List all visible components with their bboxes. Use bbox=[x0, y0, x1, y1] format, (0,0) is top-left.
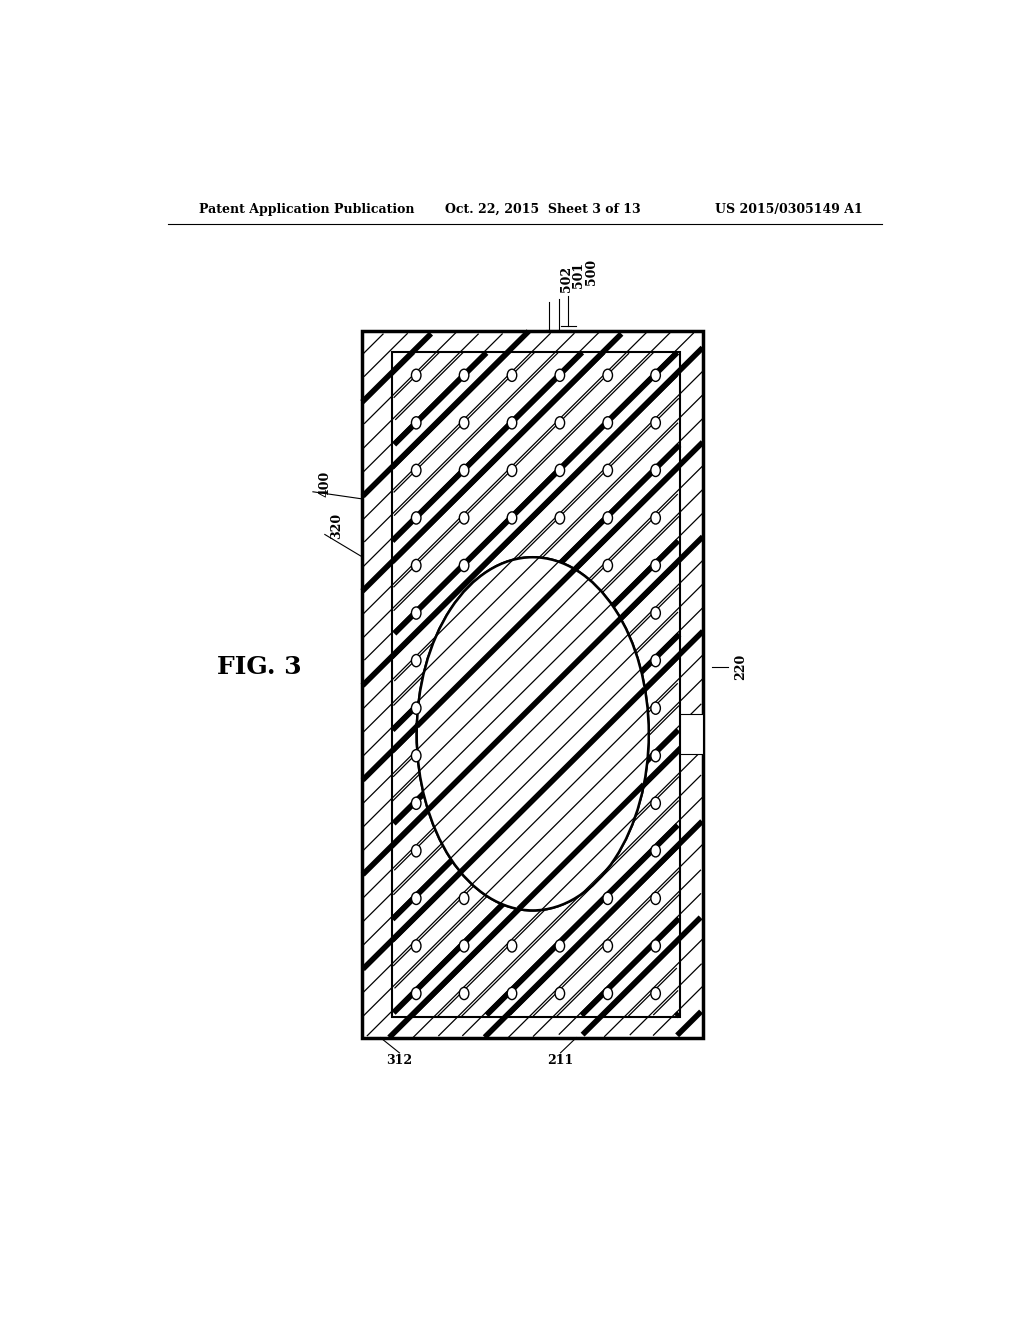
Circle shape bbox=[555, 987, 564, 999]
Text: 220: 220 bbox=[734, 653, 748, 680]
Ellipse shape bbox=[417, 557, 649, 911]
Circle shape bbox=[460, 417, 469, 429]
Circle shape bbox=[651, 512, 660, 524]
Circle shape bbox=[651, 417, 660, 429]
Circle shape bbox=[507, 417, 517, 429]
Circle shape bbox=[507, 465, 517, 477]
Circle shape bbox=[651, 655, 660, 667]
Circle shape bbox=[412, 940, 421, 952]
Circle shape bbox=[603, 512, 612, 524]
Circle shape bbox=[412, 607, 421, 619]
Circle shape bbox=[412, 702, 421, 714]
Circle shape bbox=[651, 940, 660, 952]
Circle shape bbox=[507, 940, 517, 952]
Bar bbox=[680, 714, 703, 754]
Circle shape bbox=[507, 987, 517, 999]
Bar bbox=[392, 351, 680, 1018]
Circle shape bbox=[507, 370, 517, 381]
Bar bbox=[362, 331, 703, 1038]
Circle shape bbox=[412, 465, 421, 477]
Text: US 2015/0305149 A1: US 2015/0305149 A1 bbox=[715, 203, 863, 215]
Circle shape bbox=[460, 465, 469, 477]
Text: Oct. 22, 2015  Sheet 3 of 13: Oct. 22, 2015 Sheet 3 of 13 bbox=[445, 203, 641, 215]
Circle shape bbox=[412, 750, 421, 762]
Circle shape bbox=[412, 845, 421, 857]
Circle shape bbox=[460, 370, 469, 381]
Circle shape bbox=[651, 845, 660, 857]
Circle shape bbox=[507, 512, 517, 524]
Text: FIG. 3: FIG. 3 bbox=[217, 655, 301, 678]
Circle shape bbox=[460, 560, 469, 572]
Circle shape bbox=[651, 750, 660, 762]
Circle shape bbox=[412, 417, 421, 429]
Circle shape bbox=[555, 417, 564, 429]
Circle shape bbox=[555, 940, 564, 952]
Text: 501: 501 bbox=[572, 263, 586, 289]
Circle shape bbox=[651, 607, 660, 619]
Circle shape bbox=[603, 465, 612, 477]
Text: 312: 312 bbox=[386, 1055, 413, 1068]
Circle shape bbox=[603, 417, 612, 429]
Text: 500: 500 bbox=[585, 259, 598, 285]
Circle shape bbox=[603, 940, 612, 952]
Circle shape bbox=[603, 560, 612, 572]
Circle shape bbox=[651, 797, 660, 809]
Circle shape bbox=[412, 655, 421, 667]
Circle shape bbox=[460, 892, 469, 904]
Circle shape bbox=[412, 370, 421, 381]
Ellipse shape bbox=[417, 557, 649, 911]
Circle shape bbox=[555, 370, 564, 381]
Circle shape bbox=[412, 560, 421, 572]
Circle shape bbox=[555, 465, 564, 477]
Circle shape bbox=[603, 892, 612, 904]
Text: 211: 211 bbox=[548, 1055, 573, 1068]
Circle shape bbox=[651, 560, 660, 572]
Circle shape bbox=[412, 797, 421, 809]
Circle shape bbox=[412, 512, 421, 524]
Circle shape bbox=[603, 987, 612, 999]
Circle shape bbox=[460, 512, 469, 524]
Circle shape bbox=[651, 702, 660, 714]
Circle shape bbox=[651, 892, 660, 904]
Circle shape bbox=[651, 370, 660, 381]
Circle shape bbox=[412, 892, 421, 904]
Circle shape bbox=[651, 465, 660, 477]
Text: 502: 502 bbox=[560, 265, 572, 292]
Circle shape bbox=[460, 940, 469, 952]
Text: 400: 400 bbox=[318, 470, 332, 496]
Bar bbox=[392, 351, 680, 1018]
Text: 320: 320 bbox=[331, 513, 343, 540]
Circle shape bbox=[651, 987, 660, 999]
Bar bbox=[362, 331, 703, 1038]
Circle shape bbox=[412, 987, 421, 999]
Circle shape bbox=[460, 987, 469, 999]
Text: Patent Application Publication: Patent Application Publication bbox=[200, 203, 415, 215]
Circle shape bbox=[555, 512, 564, 524]
Circle shape bbox=[603, 370, 612, 381]
